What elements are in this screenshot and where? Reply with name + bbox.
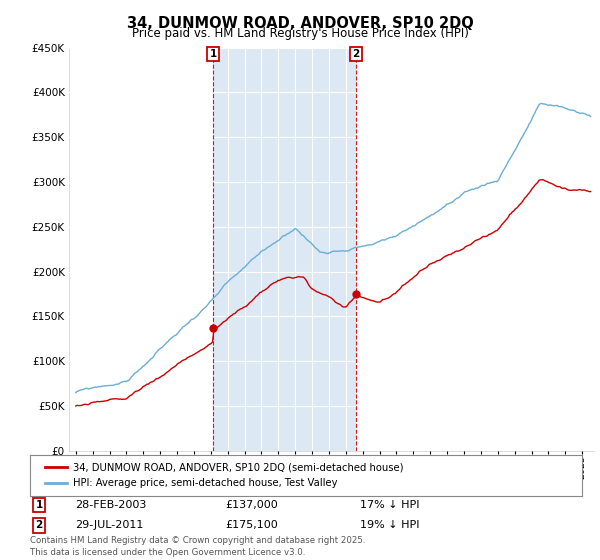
Text: £137,000: £137,000: [225, 500, 278, 510]
Bar: [214, 48, 356, 451]
Text: 19% ↓ HPI: 19% ↓ HPI: [360, 520, 419, 530]
Text: Contains HM Land Registry data © Crown copyright and database right 2025.
This d: Contains HM Land Registry data © Crown c…: [30, 536, 365, 557]
Text: 34, DUNMOW ROAD, ANDOVER, SP10 2DQ: 34, DUNMOW ROAD, ANDOVER, SP10 2DQ: [127, 16, 473, 31]
Text: 2: 2: [35, 520, 43, 530]
Text: 2: 2: [352, 49, 359, 59]
Text: Price paid vs. HM Land Registry's House Price Index (HPI): Price paid vs. HM Land Registry's House …: [131, 27, 469, 40]
Text: 29-JUL-2011: 29-JUL-2011: [75, 520, 143, 530]
Text: 1: 1: [210, 49, 217, 59]
Text: 1: 1: [35, 500, 43, 510]
Text: 17% ↓ HPI: 17% ↓ HPI: [360, 500, 419, 510]
Text: £175,100: £175,100: [225, 520, 278, 530]
Legend: 34, DUNMOW ROAD, ANDOVER, SP10 2DQ (semi-detached house), HPI: Average price, se: 34, DUNMOW ROAD, ANDOVER, SP10 2DQ (semi…: [41, 459, 407, 492]
Text: 28-FEB-2003: 28-FEB-2003: [75, 500, 146, 510]
